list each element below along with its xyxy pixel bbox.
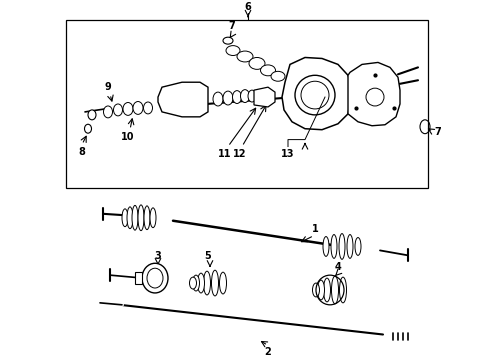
Ellipse shape [133, 102, 143, 114]
Ellipse shape [220, 272, 226, 294]
Text: 12: 12 [233, 149, 247, 158]
Polygon shape [282, 58, 352, 130]
Text: 1: 1 [312, 224, 318, 234]
Ellipse shape [271, 71, 285, 81]
Ellipse shape [347, 235, 353, 258]
Ellipse shape [355, 238, 361, 255]
Ellipse shape [261, 65, 275, 76]
Polygon shape [135, 272, 142, 284]
Ellipse shape [339, 234, 345, 259]
Ellipse shape [150, 208, 156, 228]
Ellipse shape [127, 207, 133, 229]
Text: 4: 4 [335, 262, 342, 272]
Ellipse shape [332, 276, 339, 304]
Ellipse shape [248, 90, 256, 102]
Ellipse shape [313, 283, 319, 297]
Ellipse shape [323, 278, 330, 302]
Ellipse shape [138, 205, 144, 231]
Ellipse shape [144, 206, 150, 230]
Ellipse shape [122, 209, 128, 227]
Polygon shape [348, 62, 400, 126]
Ellipse shape [190, 277, 196, 289]
Ellipse shape [241, 90, 249, 103]
Text: 6: 6 [245, 2, 251, 12]
Ellipse shape [84, 124, 92, 133]
Text: 7: 7 [434, 127, 441, 137]
Ellipse shape [197, 273, 204, 293]
Text: 11: 11 [218, 149, 232, 158]
Ellipse shape [323, 237, 329, 256]
Bar [66, 20, 428, 188]
Ellipse shape [232, 91, 242, 103]
Ellipse shape [223, 37, 233, 44]
Ellipse shape [103, 106, 113, 118]
Text: 2: 2 [265, 347, 271, 357]
Text: 13: 13 [281, 149, 295, 158]
Ellipse shape [212, 270, 219, 296]
Ellipse shape [295, 75, 335, 115]
Text: 7: 7 [229, 21, 235, 31]
Text: 5: 5 [205, 251, 211, 261]
Ellipse shape [331, 235, 337, 258]
Ellipse shape [132, 206, 138, 230]
Ellipse shape [193, 275, 199, 291]
Polygon shape [158, 82, 208, 117]
Text: 3: 3 [155, 251, 161, 261]
Text: 9: 9 [105, 82, 111, 92]
Text: 10: 10 [121, 132, 135, 142]
Ellipse shape [142, 263, 168, 293]
Polygon shape [254, 87, 275, 107]
Ellipse shape [144, 102, 152, 114]
Text: 8: 8 [78, 147, 85, 157]
Ellipse shape [114, 104, 122, 116]
Ellipse shape [147, 268, 163, 288]
Ellipse shape [88, 110, 96, 120]
Ellipse shape [340, 277, 346, 303]
Ellipse shape [223, 91, 233, 105]
Ellipse shape [203, 271, 211, 295]
Ellipse shape [123, 103, 133, 115]
Ellipse shape [318, 280, 324, 300]
Ellipse shape [213, 92, 223, 106]
Ellipse shape [226, 46, 240, 55]
Ellipse shape [237, 51, 253, 62]
Ellipse shape [249, 58, 265, 69]
